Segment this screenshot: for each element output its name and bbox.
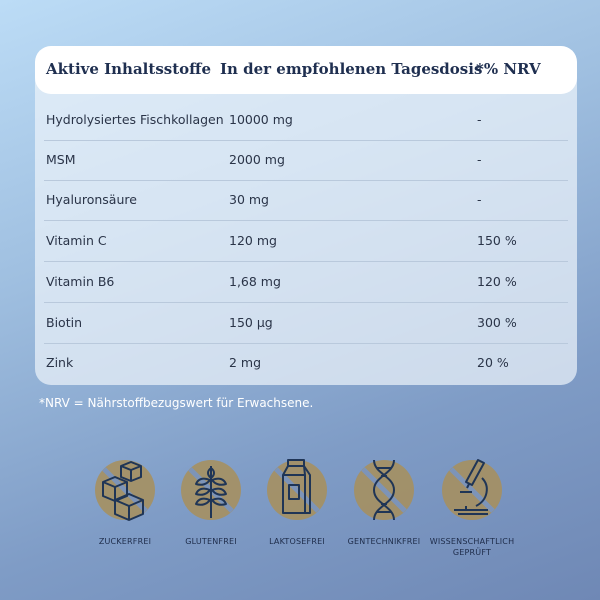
cell-dose: 10000 mg <box>229 112 293 127</box>
milk-carton-icon <box>267 459 327 520</box>
cell-dose: 120 mg <box>229 233 277 248</box>
sugar-cubes-icon <box>95 460 155 521</box>
row-divider <box>44 140 568 141</box>
nrv-footnote: *NRV = Nährstoffbezugswert für Erwachsen… <box>39 396 314 410</box>
cell-ingredient: Biotin <box>46 315 82 330</box>
cell-dose: 30 mg <box>229 192 269 207</box>
dna-icon <box>354 459 414 521</box>
microscope-icon <box>442 459 502 520</box>
ingredients-table: Aktive Inhaltsstoffe In der empfohlenen … <box>35 46 577 385</box>
header-dose: In der empfohlenen Tagesdosis <box>220 60 483 78</box>
cell-nrv: 20 % <box>477 355 509 370</box>
cell-ingredient: Vitamin C <box>46 233 107 248</box>
cell-dose: 150 µg <box>229 315 273 330</box>
table-row: Zink 2 mg 20 % <box>35 344 577 384</box>
cell-nrv: 120 % <box>477 274 517 289</box>
cell-ingredient: MSM <box>46 152 76 167</box>
table-row: Hydrolysiertes Fischkollagen 10000 mg - <box>35 101 577 141</box>
table-row: Hyaluronsäure 30 mg - <box>35 181 577 221</box>
cell-dose: 1,68 mg <box>229 274 281 289</box>
cell-ingredient: Hyaluronsäure <box>46 192 137 207</box>
cell-nrv: - <box>477 192 482 207</box>
table-row: Biotin 150 µg 300 % <box>35 304 577 344</box>
cell-dose: 2 mg <box>229 355 262 370</box>
feature-label: LAKTOSEFREI <box>269 537 325 546</box>
cell-nrv: - <box>477 112 482 127</box>
cell-nrv: - <box>477 152 482 167</box>
cell-nrv: 300 % <box>477 315 517 330</box>
header-ingredient: Aktive Inhaltsstoffe <box>46 60 211 78</box>
feature-label: WISSENSCHAFTLICH GEPRÜFT <box>429 537 515 557</box>
feature-label: GLUTENFREI <box>185 537 237 546</box>
feature-label: ZUCKERFREI <box>98 537 152 546</box>
cell-nrv: 150 % <box>477 233 517 248</box>
row-divider <box>44 180 568 181</box>
feature-label: GENTECHNIKFREI <box>347 537 421 546</box>
table-row: MSM 2000 mg - <box>35 141 577 181</box>
cell-ingredient: Zink <box>46 355 74 370</box>
row-divider <box>44 343 568 344</box>
row-divider <box>44 261 568 262</box>
table-row: Vitamin B6 1,68 mg 120 % <box>35 263 577 303</box>
row-divider <box>44 220 568 221</box>
table-header: Aktive Inhaltsstoffe In der empfohlenen … <box>35 46 577 94</box>
row-divider <box>44 302 568 303</box>
cell-ingredient: Hydrolysiertes Fischkollagen <box>46 112 224 127</box>
cell-ingredient: Vitamin B6 <box>46 274 115 289</box>
table-row: Vitamin C 120 mg 150 % <box>35 222 577 262</box>
header-nrv: *% NRV <box>476 60 541 78</box>
wheat-icon <box>181 460 241 520</box>
cell-dose: 2000 mg <box>229 152 285 167</box>
